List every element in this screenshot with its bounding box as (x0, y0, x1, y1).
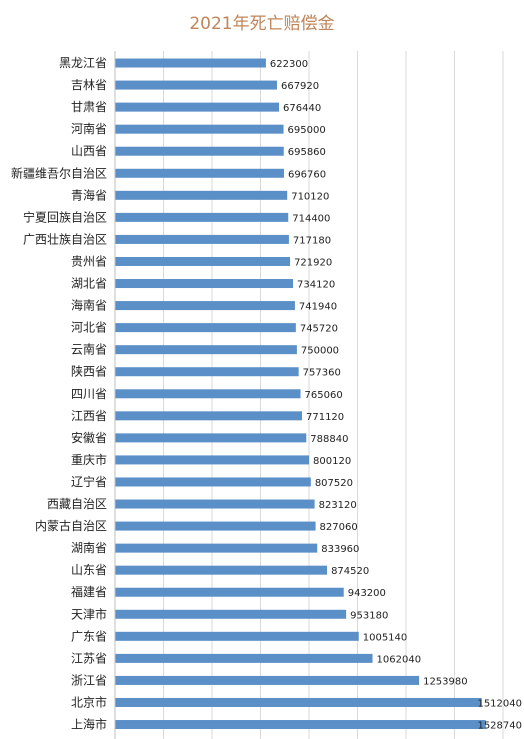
value-label: 827060 (320, 522, 358, 533)
category-label: 贵州省 (71, 254, 107, 268)
value-label: 695860 (288, 147, 326, 158)
category-label: 上海市 (71, 717, 107, 732)
category-label: 广东省 (71, 629, 107, 643)
value-label: 622300 (270, 59, 308, 70)
value-label: 745720 (300, 324, 338, 335)
category-label: 云南省 (71, 342, 107, 357)
chart-title: 2021年死亡赔偿金 (189, 14, 335, 34)
value-label: 696760 (288, 169, 326, 180)
bar (115, 477, 311, 487)
category-label: 辽宁省 (71, 474, 107, 489)
bar (115, 653, 373, 663)
bar (115, 190, 288, 200)
category-label: 海南省 (71, 298, 107, 313)
bar (115, 234, 289, 244)
category-label: 河南省 (71, 121, 107, 136)
bar (115, 631, 359, 641)
category-label: 湖南省 (71, 540, 107, 555)
category-label: 江苏省 (71, 651, 107, 665)
value-label: 710120 (291, 191, 329, 202)
category-label: 浙江省 (71, 673, 107, 687)
category-label: 宁夏回族自治区 (23, 209, 107, 224)
bar (115, 499, 315, 509)
bar (115, 367, 299, 377)
bar (115, 675, 420, 685)
bar (115, 323, 296, 333)
value-label: 1528740 (477, 721, 522, 732)
category-label: 山西省 (71, 144, 107, 158)
category-label: 重庆市 (71, 452, 107, 467)
bar (115, 124, 284, 134)
bar (115, 80, 277, 90)
category-label: 山东省 (71, 563, 107, 577)
category-label: 青海省 (71, 187, 107, 202)
category-label: 河北省 (71, 321, 107, 335)
bar (115, 720, 486, 730)
value-label: 1005140 (363, 632, 408, 643)
category-label: 陕西省 (71, 364, 107, 379)
category-label: 内蒙古自治区 (35, 518, 107, 533)
bar (115, 168, 284, 178)
value-label: 757360 (303, 368, 341, 379)
value-label: 721920 (294, 257, 332, 268)
bar (115, 212, 289, 222)
value-label: 741940 (299, 302, 337, 313)
value-label: 807520 (315, 478, 353, 489)
value-label: 734120 (297, 280, 335, 291)
category-label: 湖北省 (71, 276, 107, 291)
value-label: 771120 (306, 412, 344, 423)
value-label: 667920 (281, 81, 319, 92)
value-label: 1253980 (423, 676, 468, 687)
bar (115, 411, 302, 421)
category-label: 广西壮族自治区 (23, 232, 107, 246)
bar (115, 433, 307, 443)
value-label: 953180 (350, 610, 388, 621)
category-label: 甘肃省 (71, 100, 107, 114)
value-label: 1512040 (477, 698, 522, 709)
value-label: 800120 (313, 456, 351, 467)
value-label: 874520 (331, 566, 369, 577)
category-label: 西藏自治区 (47, 497, 107, 511)
value-label: 717180 (293, 235, 331, 246)
value-label: 823120 (319, 500, 357, 511)
bar (115, 697, 482, 707)
bar (115, 587, 344, 597)
value-label: 765060 (305, 390, 343, 401)
bar (115, 565, 328, 575)
bar (115, 521, 316, 531)
bar (115, 146, 284, 156)
value-label: 788840 (310, 434, 348, 445)
category-label: 新疆维吾尔自治区 (11, 165, 107, 180)
value-label: 714400 (292, 213, 330, 224)
value-label: 1062040 (377, 654, 422, 665)
value-label: 943200 (348, 588, 386, 599)
bar (115, 58, 266, 68)
bar (115, 609, 347, 619)
bar (115, 301, 295, 311)
bar (115, 102, 280, 112)
value-label: 750000 (301, 346, 339, 357)
category-label: 吉林省 (71, 78, 107, 92)
category-label: 安徽省 (71, 430, 107, 445)
category-label: 福建省 (71, 584, 107, 599)
bar (115, 455, 310, 465)
category-label: 天津市 (71, 606, 107, 621)
value-label: 695000 (288, 125, 326, 136)
category-label: 江西省 (71, 409, 107, 423)
bar (115, 389, 301, 399)
value-label: 676440 (283, 103, 321, 114)
category-label: 北京市 (71, 694, 107, 709)
value-label: 833960 (321, 544, 359, 555)
category-label: 四川省 (71, 387, 107, 401)
bar (115, 543, 318, 553)
bar (115, 256, 291, 266)
bar (115, 279, 294, 289)
bar (115, 345, 297, 355)
category-label: 黑龙江省 (59, 56, 107, 70)
